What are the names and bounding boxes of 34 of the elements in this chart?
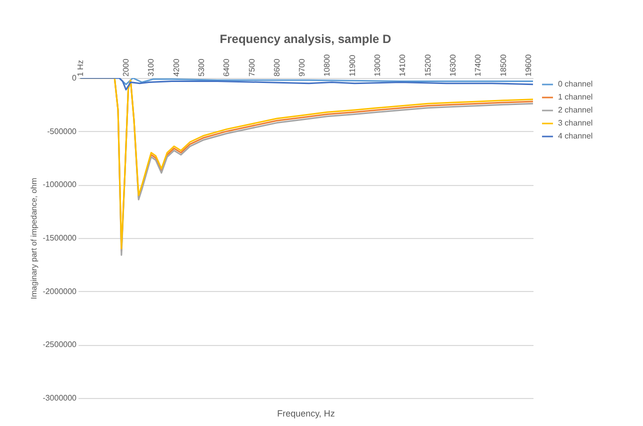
legend-label: 3 channel [558, 118, 593, 128]
x-tick-label: 3100 [146, 58, 156, 76]
y-tick-label: -2000000 [42, 286, 78, 296]
chart-title: Frequency analysis, sample D [220, 32, 392, 46]
x-tick-label: 7500 [247, 58, 256, 76]
x-tick-label: 11900 [348, 54, 357, 76]
x-tick-label: 9700 [298, 58, 307, 76]
y-tick-label: -1000000 [42, 180, 78, 190]
legend-label: 0 channel [558, 80, 593, 88]
x-tick-label: 10800 [322, 54, 332, 76]
legend-label: 2 channel [558, 106, 593, 114]
legend-label: 4 channel [558, 132, 593, 140]
x-tick-label: 13000 [373, 54, 382, 76]
x-tick-label: 15200 [423, 54, 432, 76]
x-tick-label: 2000 [122, 58, 131, 76]
y-tick-label: -500000 [47, 126, 78, 136]
x-tick-label: 14100 [398, 54, 408, 76]
x-tick-label: 16300 [448, 54, 458, 76]
x-tick-label: 5300 [196, 58, 206, 76]
x-tick-label: 19600 [524, 54, 533, 76]
line-series [80, 78, 533, 90]
y-tick-label: -1500000 [42, 234, 78, 242]
x-tick-label: 18500 [498, 54, 508, 76]
x-tick-label: 1 Hz [76, 60, 85, 76]
x-tick-label: 8600 [272, 58, 282, 76]
y-axis-title: Imaginary part of impedance, ohm [30, 177, 39, 300]
x-axis-title: Frequency, Hz [277, 408, 336, 418]
y-tick-label: -2500000 [42, 340, 78, 350]
y-tick-label: -3000000 [42, 394, 78, 402]
x-tick-label: 17400 [474, 54, 483, 76]
x-tick-label: 4200 [172, 58, 181, 76]
y-tick-label: 0 [72, 74, 78, 82]
legend-label: 1 channel [558, 92, 593, 102]
x-tick-label: 6400 [222, 58, 232, 76]
